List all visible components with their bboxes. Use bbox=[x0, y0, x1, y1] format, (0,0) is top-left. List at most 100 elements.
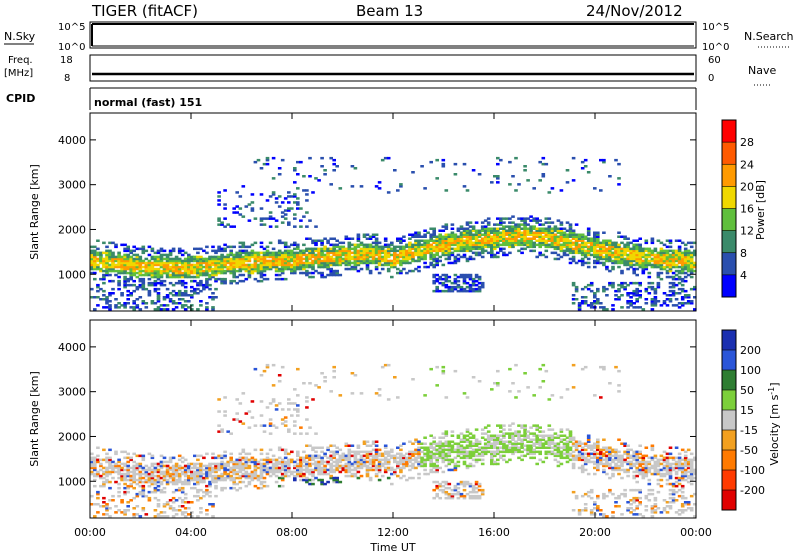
velocity-cell bbox=[265, 406, 270, 409]
power-cell bbox=[471, 243, 476, 247]
velocity-cell bbox=[259, 464, 264, 468]
velocity-cell bbox=[123, 492, 127, 496]
power-cell bbox=[602, 251, 606, 255]
power-cell bbox=[290, 195, 294, 198]
power-cell bbox=[653, 300, 658, 303]
power-cell bbox=[232, 253, 236, 257]
velocity-cell bbox=[150, 470, 155, 474]
power-cell bbox=[462, 241, 467, 245]
power-cell bbox=[326, 265, 330, 269]
velocity-cell bbox=[202, 478, 206, 482]
power-cell bbox=[596, 259, 600, 263]
power-cell bbox=[302, 257, 306, 261]
power-cell bbox=[356, 255, 361, 259]
velocity-cell bbox=[123, 472, 127, 476]
power-cell bbox=[556, 247, 561, 251]
power-cell bbox=[287, 259, 291, 263]
power-cell bbox=[602, 255, 606, 259]
power-cell bbox=[314, 257, 318, 261]
power-cell bbox=[138, 247, 143, 251]
power-cell bbox=[656, 259, 661, 263]
power-cell bbox=[262, 217, 267, 220]
power-cell bbox=[435, 253, 439, 257]
power-cell bbox=[287, 257, 291, 261]
power-cell bbox=[402, 239, 406, 242]
power-cell bbox=[147, 269, 152, 273]
power-cell bbox=[96, 239, 100, 242]
velocity-cell bbox=[287, 470, 291, 474]
velocity-cell bbox=[138, 492, 143, 496]
velocity-cell bbox=[232, 470, 236, 474]
velocity-cell bbox=[159, 454, 164, 458]
velocity-cell bbox=[450, 444, 455, 447]
power-cell bbox=[205, 251, 209, 255]
velocity-cell bbox=[480, 448, 485, 452]
power-cell bbox=[632, 249, 636, 253]
power-cell bbox=[377, 263, 382, 267]
power-cell bbox=[353, 259, 358, 263]
power-cell bbox=[605, 259, 609, 263]
power-cell bbox=[280, 261, 285, 265]
power-cell bbox=[417, 247, 421, 251]
power-cell bbox=[686, 265, 691, 269]
power-cell bbox=[123, 261, 127, 265]
power-cell bbox=[93, 261, 97, 265]
velocity-cell bbox=[432, 480, 436, 484]
power-cell bbox=[635, 273, 639, 277]
power-cell bbox=[523, 235, 527, 238]
power-cell bbox=[650, 251, 655, 255]
velocity-cell bbox=[480, 432, 485, 435]
velocity-cell bbox=[220, 466, 224, 470]
velocity-cell bbox=[468, 464, 473, 468]
power-cell bbox=[235, 255, 239, 259]
power-cell bbox=[280, 241, 285, 245]
power-cell bbox=[456, 249, 461, 253]
power-cell bbox=[214, 255, 218, 259]
power-cell bbox=[132, 273, 136, 277]
velocity-cell bbox=[241, 464, 246, 468]
velocity-cell bbox=[105, 480, 109, 484]
velocity-cell bbox=[102, 476, 106, 480]
power-cell bbox=[583, 243, 588, 247]
power-cell bbox=[232, 271, 236, 275]
power-cell bbox=[383, 253, 388, 257]
power-cell bbox=[623, 287, 627, 291]
velocity-cell bbox=[314, 450, 318, 454]
velocity-cell bbox=[459, 438, 464, 441]
power-cell bbox=[371, 241, 376, 245]
power-cell bbox=[432, 253, 436, 257]
velocity-cell bbox=[302, 460, 306, 464]
power-cell bbox=[141, 245, 146, 249]
power-cell bbox=[462, 229, 467, 232]
power-cell bbox=[638, 249, 642, 253]
velocity-cell bbox=[353, 462, 358, 466]
power-cell bbox=[180, 265, 185, 269]
power-cell bbox=[268, 265, 273, 269]
power-cell bbox=[217, 195, 221, 198]
power-cell bbox=[190, 257, 194, 261]
power-cell bbox=[250, 193, 255, 196]
power-cell bbox=[305, 265, 309, 269]
velocity-cell bbox=[180, 499, 185, 502]
power-cell bbox=[262, 277, 267, 281]
power-cell bbox=[105, 249, 109, 253]
velocity-cell bbox=[323, 454, 327, 458]
velocity-cell bbox=[217, 454, 221, 458]
power-cell bbox=[608, 245, 612, 249]
power-cell bbox=[253, 241, 258, 245]
velocity-cell bbox=[265, 365, 270, 369]
power-cell bbox=[247, 251, 252, 255]
power-cell bbox=[271, 253, 276, 257]
power-cell bbox=[383, 259, 388, 263]
velocity-cell bbox=[417, 446, 421, 449]
power-cell bbox=[290, 249, 294, 253]
power-cell bbox=[220, 271, 224, 275]
velocity-cell bbox=[202, 456, 206, 460]
power-cell bbox=[611, 265, 615, 269]
power-cell bbox=[126, 283, 130, 287]
power-cell bbox=[202, 261, 206, 265]
power-cell bbox=[293, 225, 297, 228]
velocity-cell bbox=[156, 480, 161, 484]
power-cell bbox=[626, 247, 630, 251]
power-cell bbox=[444, 247, 449, 251]
